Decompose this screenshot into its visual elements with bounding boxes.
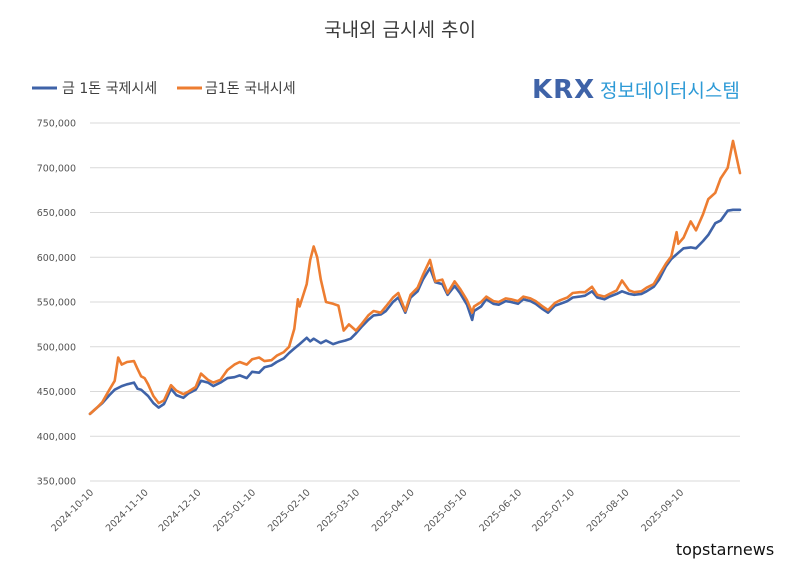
y-tick-label: 600,000: [37, 253, 76, 264]
legend-label-international: 금 1돈 국제시세: [62, 81, 157, 97]
x-tick-label: 2025-07-10: [530, 487, 577, 534]
x-tick-label: 2025-08-10: [585, 487, 632, 534]
x-tick-label: 2025-06-10: [477, 487, 524, 534]
x-axis-ticks: 2024-10-10 2024-11-10 2024-12-10 2025-01-10…: [49, 487, 686, 534]
y-tick-label: 550,000: [37, 298, 76, 309]
series-lines: [88, 139, 742, 416]
series-line-international: [88, 208, 742, 416]
krx-logo: KRX 정보데이터시스템: [532, 75, 740, 105]
y-axis-ticks: 750,000 700,000 650,000 600,000 550,000 500,0…: [37, 119, 76, 488]
legend-label-domestic: 금1돈 국내시세: [205, 81, 296, 97]
y-tick-label: 650,000: [37, 208, 76, 219]
y-tick-label: 400,000: [37, 432, 76, 443]
x-tick-label: 2024-12-10: [157, 487, 204, 534]
y-tick-label: 350,000: [37, 477, 76, 488]
y-tick-label: 500,000: [37, 342, 76, 353]
x-tick-label: 2025-02-10: [266, 487, 313, 534]
krx-logo-text: KRX: [532, 75, 595, 105]
series-line-domestic: [88, 139, 742, 416]
x-tick-label: 2025-03-10: [315, 487, 362, 534]
y-tick-label: 750,000: [37, 119, 76, 130]
krx-logo-subtitle: 정보데이터시스템: [600, 80, 740, 102]
x-tick-label: 2025-09-10: [639, 487, 686, 534]
chart-title: 국내외 금시세 추이: [324, 19, 476, 41]
x-tick-label: 2025-04-10: [370, 487, 417, 534]
y-tick-label: 450,000: [37, 387, 76, 398]
x-tick-label: 2024-10-10: [49, 487, 96, 534]
watermark: topstarnews: [676, 540, 774, 559]
y-tick-label: 700,000: [37, 163, 76, 174]
gridlines: [90, 122, 740, 482]
x-tick-label: 2025-01-10: [211, 487, 258, 534]
x-tick-label: 2024-11-10: [104, 487, 151, 534]
x-tick-label: 2025-05-10: [423, 487, 470, 534]
legend: 금 1돈 국제시세 금1돈 국내시세: [32, 81, 296, 97]
